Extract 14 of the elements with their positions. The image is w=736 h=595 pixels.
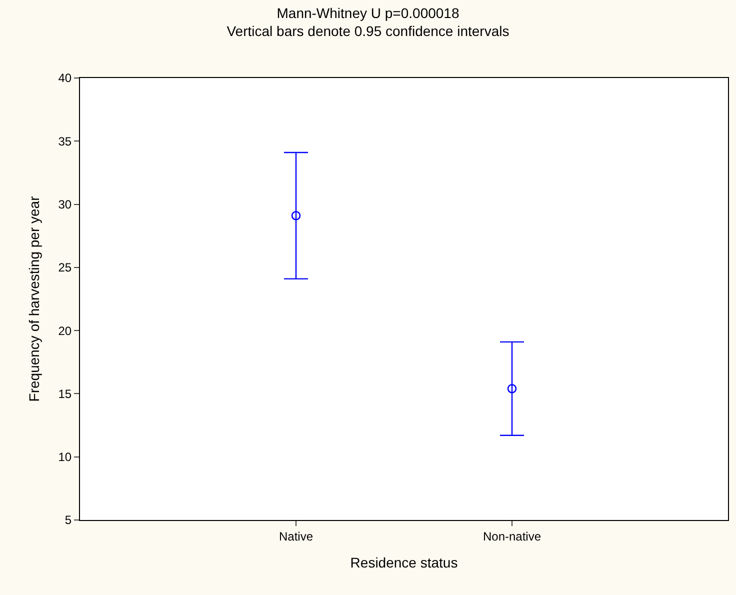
chart-title: Mann-Whitney U p=0.000018 [276, 4, 460, 21]
y-tick-label: 40 [58, 71, 72, 86]
x-tick-label: Non-native [482, 529, 542, 544]
x-tick-label: Native [278, 529, 314, 544]
y-axis-title: Frequency of harvesting per year [26, 196, 42, 402]
y-tick-label: 15 [58, 386, 72, 401]
chart-subtitle: Vertical bars denote 0.95 confidence intervals [226, 23, 510, 40]
y-tick-label: 30 [58, 197, 72, 212]
y-tick-label: 25 [58, 260, 72, 275]
y-tick-label: 10 [58, 450, 72, 464]
y-tick-label: 35 [58, 134, 72, 148]
y-tick-label: 5 [64, 513, 72, 528]
y-tick-label: 20 [58, 324, 72, 338]
x-axis-title: Residence status [350, 554, 458, 571]
